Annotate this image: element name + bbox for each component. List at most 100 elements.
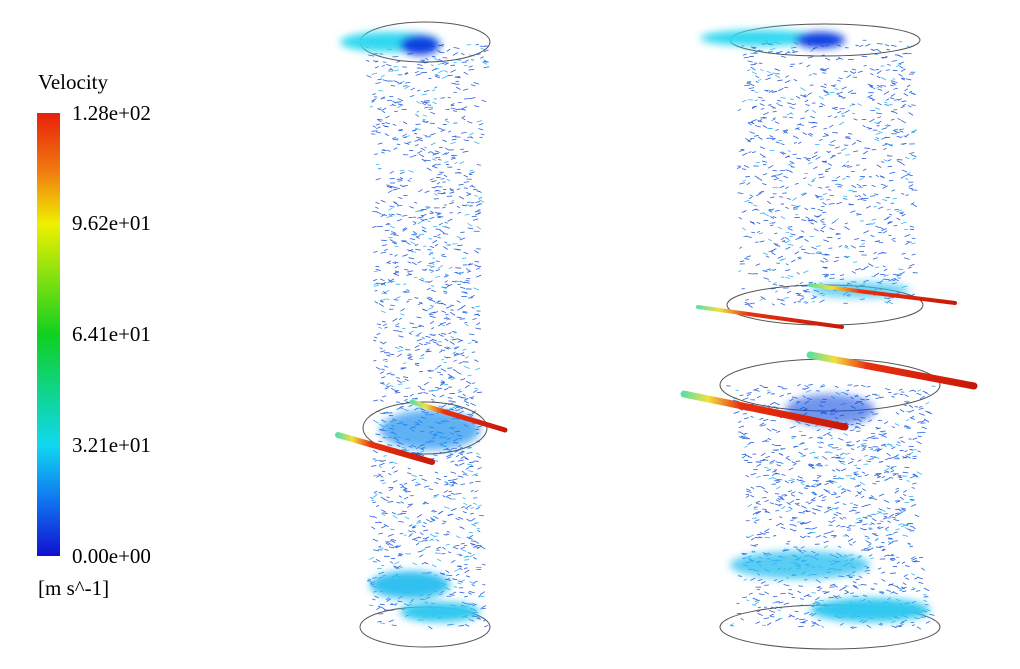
vector — [426, 58, 429, 60]
vector — [457, 372, 462, 374]
swirl — [370, 571, 450, 599]
vector — [806, 424, 810, 426]
vector — [915, 476, 919, 477]
vector — [445, 222, 448, 223]
vector — [438, 70, 443, 72]
vector — [409, 405, 413, 406]
vector — [886, 530, 889, 531]
vector — [829, 228, 834, 230]
vector — [424, 107, 428, 108]
vector — [748, 504, 752, 507]
vector — [801, 482, 806, 483]
vector — [469, 591, 475, 593]
vector — [473, 219, 478, 221]
vector — [829, 125, 833, 127]
vector — [787, 393, 791, 394]
vector — [879, 508, 882, 510]
vector — [876, 137, 879, 139]
vector — [458, 476, 464, 477]
vector — [474, 265, 477, 266]
vector — [460, 287, 465, 289]
vector — [447, 49, 451, 51]
vector — [462, 471, 465, 473]
vector — [446, 575, 452, 576]
vector — [753, 512, 757, 514]
vector — [751, 67, 756, 70]
vector — [415, 145, 418, 146]
vector — [457, 339, 461, 341]
vector — [897, 161, 902, 164]
vector — [378, 546, 381, 547]
vector — [434, 193, 437, 195]
vector — [884, 516, 887, 517]
vector — [907, 529, 911, 530]
vector — [754, 522, 757, 524]
vector — [465, 507, 468, 509]
vector — [464, 140, 469, 141]
vector — [841, 458, 844, 459]
vector — [435, 74, 438, 75]
vector — [755, 100, 758, 101]
vector — [798, 142, 801, 144]
vector — [376, 505, 379, 506]
vector — [836, 512, 841, 514]
vector — [825, 94, 830, 95]
vector — [431, 267, 435, 268]
vector — [418, 520, 421, 521]
vector — [746, 256, 751, 258]
vector — [411, 88, 415, 90]
vector — [397, 144, 400, 145]
vector — [734, 412, 740, 414]
vector — [884, 269, 887, 271]
vector — [752, 152, 756, 153]
vector — [884, 422, 888, 424]
vector — [812, 110, 816, 113]
vector — [425, 191, 430, 193]
vector — [902, 510, 906, 512]
vector — [395, 347, 400, 348]
vector — [776, 103, 779, 104]
vector — [900, 497, 904, 499]
vector — [863, 595, 867, 596]
vector — [394, 246, 398, 247]
vector — [442, 547, 445, 549]
vector — [426, 519, 430, 521]
vector — [469, 620, 474, 622]
vector — [775, 122, 779, 124]
vector — [450, 624, 455, 625]
vector — [751, 232, 755, 233]
vector — [820, 442, 824, 443]
vector — [461, 547, 465, 549]
vector — [888, 555, 893, 556]
vector — [400, 172, 405, 174]
vector — [462, 498, 465, 499]
vector — [792, 104, 797, 105]
vector — [804, 208, 808, 210]
vector — [374, 491, 377, 493]
vector — [785, 52, 789, 53]
vector — [442, 207, 445, 208]
vector — [433, 495, 438, 497]
vector — [463, 474, 467, 475]
vector — [824, 133, 829, 135]
vector — [861, 496, 864, 498]
vector — [373, 420, 378, 423]
vector — [422, 103, 426, 105]
vector — [848, 539, 853, 542]
vector — [832, 470, 835, 471]
vector — [366, 60, 369, 61]
vector — [730, 623, 734, 625]
vector — [470, 543, 474, 544]
vector — [877, 165, 882, 168]
vector — [412, 531, 416, 533]
vector — [375, 460, 378, 461]
vector — [381, 526, 386, 528]
vector — [875, 267, 879, 268]
vector — [875, 226, 879, 228]
vector — [370, 516, 374, 517]
vector — [892, 427, 895, 428]
vector — [751, 487, 754, 489]
vector — [902, 104, 905, 106]
vector — [745, 138, 749, 140]
vector — [414, 133, 417, 134]
